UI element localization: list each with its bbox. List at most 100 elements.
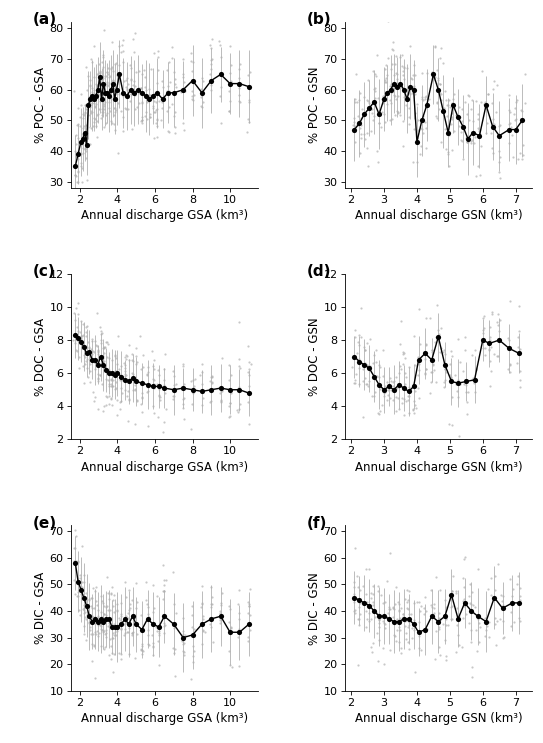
Point <box>505 334 514 346</box>
Point <box>155 383 163 395</box>
Point <box>110 106 119 117</box>
Point <box>160 348 169 360</box>
Point <box>115 612 123 624</box>
Point <box>100 103 109 115</box>
Point <box>205 618 214 630</box>
Point <box>115 40 123 52</box>
Point <box>454 610 463 622</box>
Point <box>404 620 413 632</box>
Point <box>447 118 456 130</box>
Point <box>245 600 254 612</box>
Point <box>427 366 435 378</box>
Point <box>199 96 207 108</box>
Point <box>348 119 357 131</box>
Point <box>244 396 252 408</box>
Point <box>207 598 216 610</box>
Point <box>474 123 483 135</box>
Point <box>206 14 214 26</box>
Point <box>401 627 410 639</box>
Point <box>473 610 482 622</box>
Point <box>87 655 96 667</box>
Point <box>206 395 215 406</box>
Point <box>218 351 226 363</box>
Point <box>143 613 152 625</box>
Point <box>116 382 125 394</box>
Point <box>435 623 444 635</box>
Point <box>479 322 488 334</box>
Point <box>418 94 427 106</box>
Point <box>90 356 99 368</box>
Point <box>514 347 523 359</box>
Point <box>470 374 479 386</box>
Point <box>399 358 408 370</box>
Point <box>96 369 105 380</box>
Point <box>162 105 171 117</box>
Point <box>207 7 216 19</box>
Point <box>130 103 139 114</box>
Point <box>513 357 522 369</box>
Point <box>91 363 99 375</box>
Point <box>127 74 135 86</box>
Point <box>397 60 406 72</box>
Point <box>146 93 155 105</box>
Point <box>490 584 499 596</box>
Point <box>189 374 198 386</box>
Point <box>433 64 441 76</box>
Point <box>113 147 122 159</box>
Point <box>216 81 225 93</box>
Point <box>244 81 253 93</box>
Point <box>92 340 101 351</box>
Point <box>89 628 97 640</box>
Point <box>439 376 448 388</box>
Point <box>216 617 224 629</box>
Point <box>515 146 524 158</box>
Point <box>190 645 198 657</box>
Point <box>476 128 484 140</box>
Point <box>83 363 92 374</box>
Point <box>179 625 187 637</box>
Point <box>357 120 366 132</box>
Point <box>74 586 83 598</box>
Point <box>384 389 393 401</box>
Point <box>475 635 484 647</box>
Point <box>93 344 102 356</box>
Point <box>369 596 377 608</box>
Point <box>405 111 413 123</box>
Point <box>82 330 91 342</box>
Point <box>369 599 378 611</box>
Point <box>73 345 81 357</box>
Point <box>102 627 111 639</box>
Point <box>403 594 412 606</box>
Point <box>361 344 369 356</box>
Point <box>80 143 89 155</box>
Point <box>431 625 440 637</box>
Point <box>495 145 504 157</box>
Point <box>389 603 398 614</box>
Point <box>98 77 107 89</box>
Point <box>74 176 83 188</box>
Point <box>188 74 197 86</box>
Point <box>104 649 113 661</box>
Point <box>515 300 524 312</box>
Point <box>355 147 364 159</box>
Point <box>71 337 80 348</box>
Point <box>148 345 157 357</box>
Point <box>454 101 463 113</box>
Point <box>447 600 456 611</box>
Point <box>432 376 440 388</box>
Point <box>150 374 159 386</box>
Point <box>245 94 254 106</box>
Point <box>366 103 375 115</box>
Point <box>435 345 444 357</box>
Point <box>490 618 499 630</box>
Point <box>82 139 91 151</box>
Point <box>94 85 103 97</box>
Point <box>137 115 146 127</box>
Point <box>485 355 494 367</box>
Point <box>81 587 90 599</box>
Point <box>150 94 159 106</box>
Point <box>149 363 158 375</box>
Point <box>129 611 137 623</box>
Point <box>142 594 150 606</box>
Point <box>390 69 399 81</box>
